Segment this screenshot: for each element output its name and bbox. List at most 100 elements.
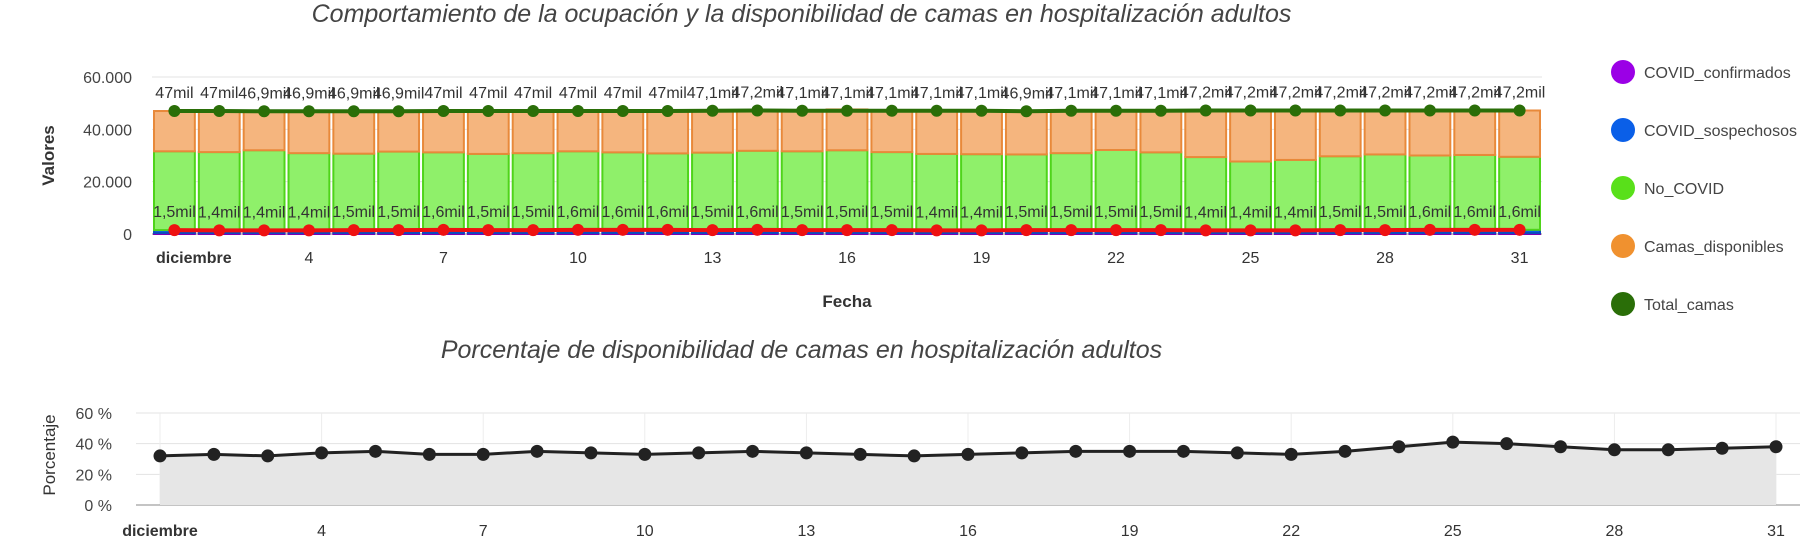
point — [930, 104, 943, 117]
x-tick-label: 13 — [798, 523, 816, 540]
point — [616, 223, 629, 236]
legend-item-covid-sospechosos[interactable]: COVID_sospechosos — [1608, 116, 1813, 174]
point — [482, 105, 495, 118]
legend-item-no-covid[interactable]: No_COVID — [1608, 174, 1813, 232]
y-tick-label: 20 % — [76, 467, 112, 484]
legend-swatch — [1611, 176, 1635, 200]
bar — [915, 110, 959, 155]
point — [153, 449, 167, 463]
data-label: 47mil — [200, 85, 238, 102]
point — [1244, 224, 1257, 237]
point — [1379, 104, 1392, 117]
point — [1020, 105, 1033, 118]
point — [1284, 447, 1298, 461]
point — [907, 449, 921, 463]
y-axis-label: Porcentaje — [40, 414, 59, 495]
legend-swatch — [1611, 234, 1635, 258]
point — [1199, 224, 1212, 237]
point — [796, 104, 809, 117]
point — [661, 105, 674, 118]
data-label: 1,4mil — [1229, 204, 1272, 221]
bar — [287, 152, 331, 232]
legend-item-camas-disponibles[interactable]: Camas_disponibles — [1608, 232, 1813, 290]
point — [1020, 224, 1033, 237]
data-label: 47,2mil — [1270, 84, 1322, 101]
data-label: 47mil — [469, 85, 507, 102]
data-label: 1,5mil — [1319, 204, 1362, 221]
point — [1715, 441, 1729, 455]
bar — [1273, 109, 1317, 161]
point — [1468, 104, 1481, 117]
data-label: 1,5mil — [512, 204, 555, 221]
x-tick-label: diciembre — [122, 523, 198, 540]
data-label: 46,9mil — [328, 85, 380, 102]
data-label: 1,4mil — [960, 204, 1003, 221]
bar — [1453, 109, 1497, 156]
legend-item-covid-confirmados[interactable]: COVID_confirmados — [1608, 58, 1813, 116]
data-label: 47mil — [559, 85, 597, 102]
bar — [153, 150, 196, 232]
legend-label: COVID_confirmados — [1644, 65, 1791, 82]
bar — [870, 151, 914, 232]
point — [1123, 444, 1137, 458]
x-tick-label: 22 — [1107, 250, 1125, 267]
data-label: 47mil — [604, 85, 642, 102]
data-label: 47,2mil — [1494, 84, 1546, 101]
point — [975, 224, 988, 237]
y-axis-label: Valores — [39, 125, 58, 186]
point — [315, 446, 329, 460]
point — [530, 444, 544, 458]
data-label: 1,5mil — [467, 204, 510, 221]
data-label: 1,5mil — [781, 204, 824, 221]
bar — [287, 110, 331, 155]
point — [799, 446, 813, 460]
x-tick-label: 31 — [1767, 523, 1785, 540]
point — [1500, 437, 1514, 451]
bar — [1498, 109, 1541, 158]
point — [796, 224, 809, 237]
bar — [960, 109, 1003, 156]
x-tick-label: 25 — [1444, 523, 1462, 540]
x-tick-label: 28 — [1376, 250, 1394, 267]
point — [392, 224, 405, 237]
data-label: 1,5mil — [332, 204, 375, 221]
data-label: 1,5mil — [1095, 204, 1138, 221]
bar — [646, 110, 690, 155]
percentage-chart-title: Porcentaje de disponibilidad de camas en… — [440, 336, 1163, 364]
bar — [825, 149, 869, 232]
area-fill — [160, 442, 1776, 505]
point — [258, 105, 271, 118]
data-label: 47,1mil — [866, 85, 918, 102]
x-tick-label: 31 — [1511, 250, 1529, 267]
data-label: 46,9mil — [373, 85, 425, 102]
x-tick-label: 4 — [304, 250, 313, 267]
point — [571, 105, 584, 118]
point — [302, 105, 315, 118]
bar — [735, 109, 779, 152]
point — [1423, 104, 1436, 117]
data-label: 1,6mil — [422, 204, 465, 221]
data-label: 47,1mil — [911, 85, 963, 102]
point — [1069, 444, 1083, 458]
data-label: 1,4mil — [1274, 204, 1317, 221]
y-tick-label: 60.000 — [83, 70, 132, 87]
data-label: 46,9mil — [238, 85, 290, 102]
data-label: 47mil — [649, 85, 687, 102]
point — [258, 224, 271, 237]
bar — [197, 110, 241, 154]
point — [930, 224, 943, 237]
x-tick-label: 25 — [1242, 250, 1260, 267]
point — [571, 223, 584, 236]
point — [527, 224, 540, 237]
bar — [646, 152, 690, 231]
legend-item-total-camas[interactable]: Total_camas — [1608, 290, 1813, 348]
y-tick-label: 40 % — [76, 437, 112, 454]
data-label: 47,2mil — [1180, 84, 1232, 101]
x-tick-label: diciembre — [156, 250, 232, 267]
bar — [1049, 109, 1093, 155]
bar — [511, 110, 555, 155]
data-label: 1,5mil — [1005, 204, 1048, 221]
data-label: 1,5mil — [691, 204, 734, 221]
point — [706, 224, 719, 237]
bar — [1408, 109, 1452, 157]
